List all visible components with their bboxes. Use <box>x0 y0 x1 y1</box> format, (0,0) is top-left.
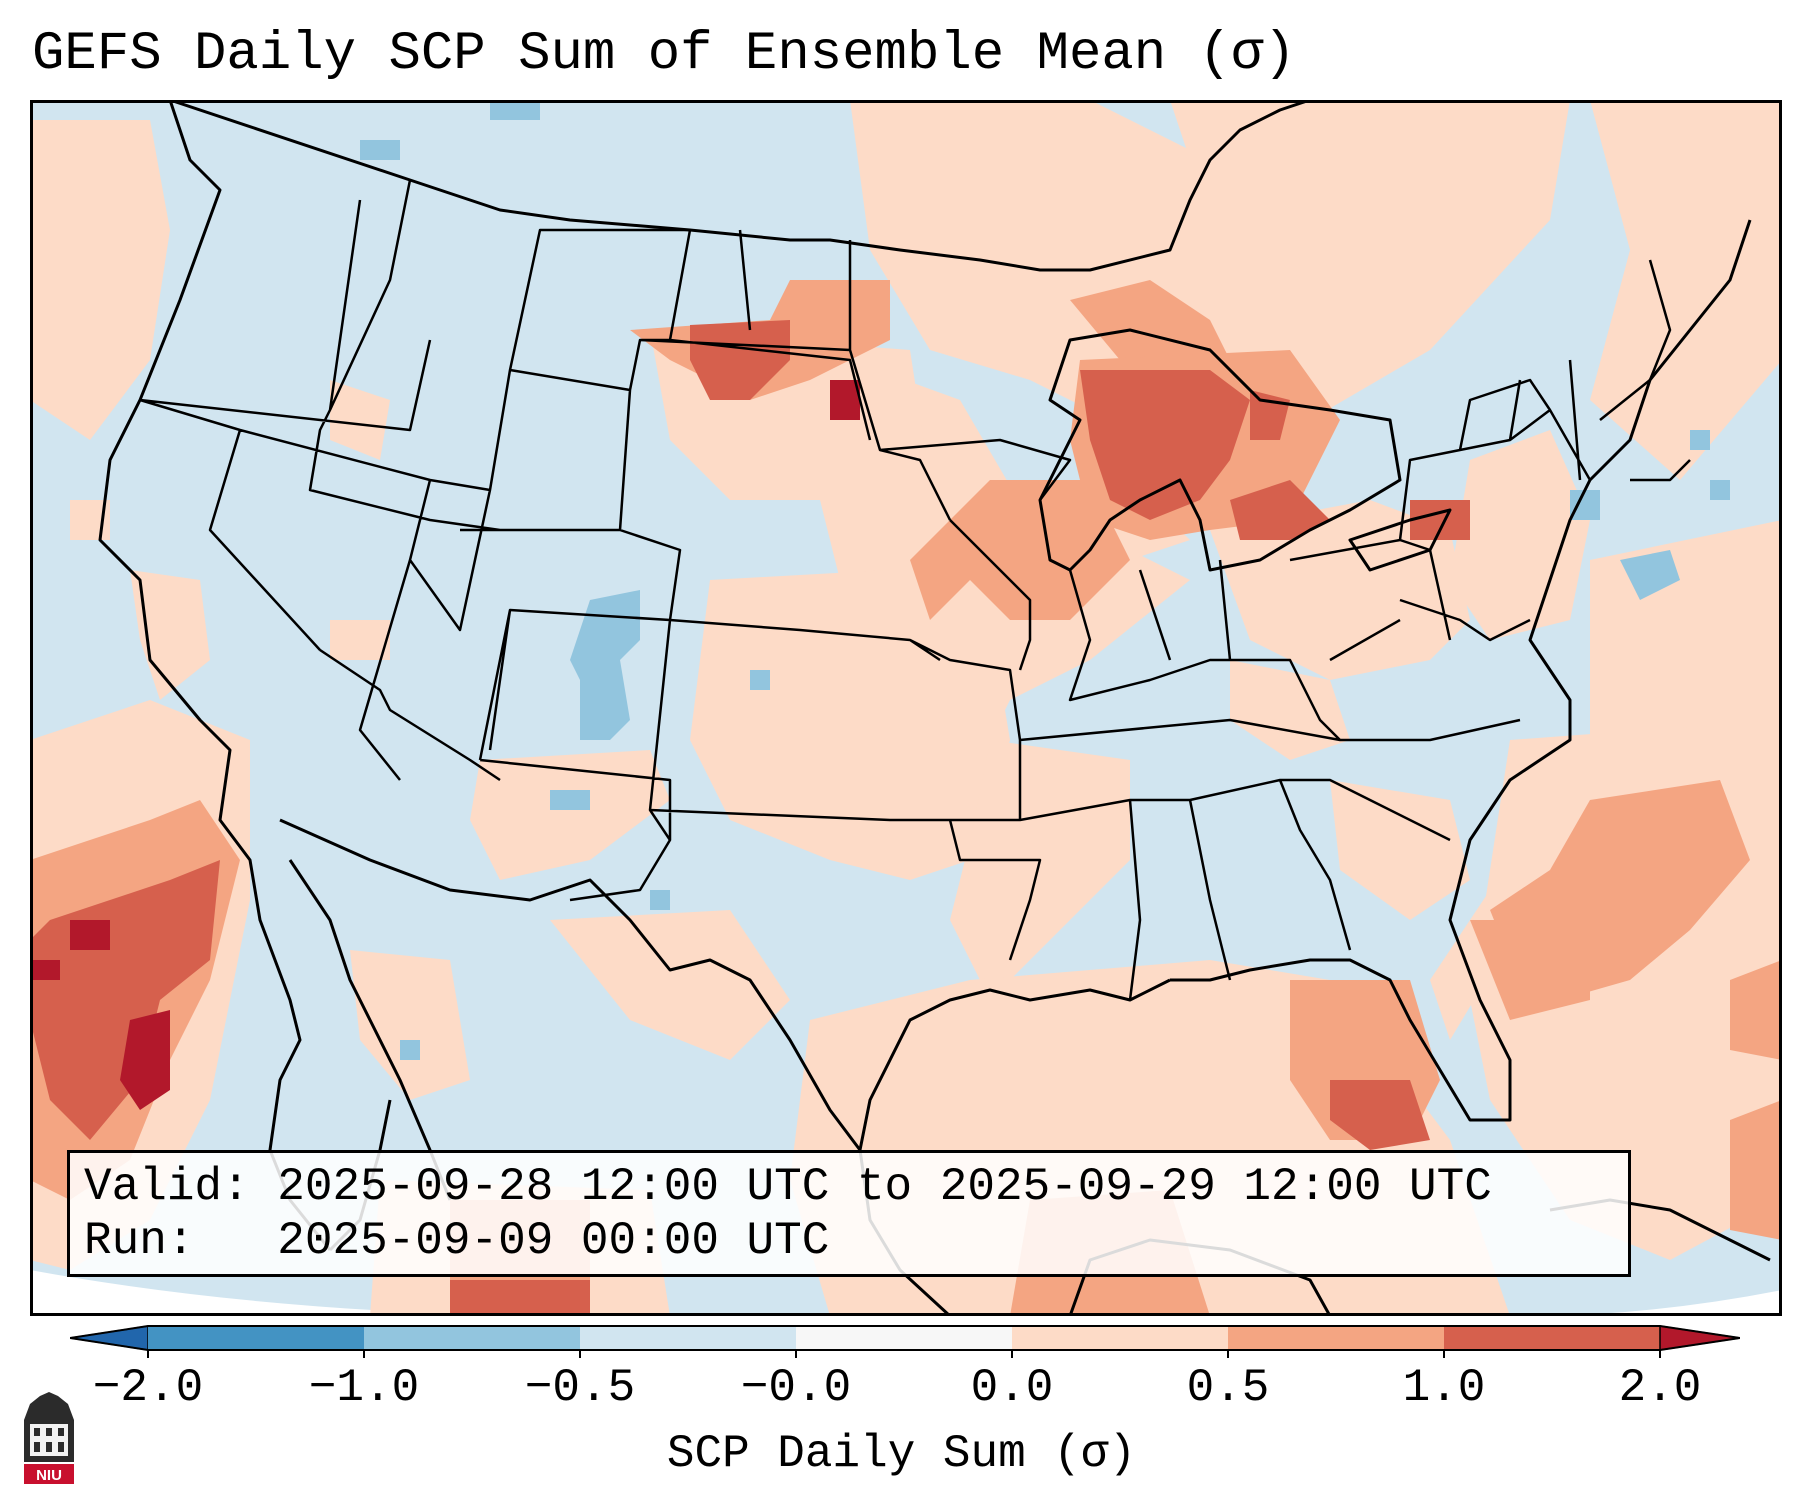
great-lakes-outline <box>1038 328 1402 572</box>
state-borders <box>139 179 1691 1001</box>
chart-title: GEFS Daily SCP Sum of Ensemble Mean (σ) <box>32 24 1296 85</box>
colorbar-bin-3 <box>580 1326 796 1350</box>
colorbar-tick-label: −0.0 <box>740 1362 852 1414</box>
colorbar-extend-low <box>70 1325 149 1351</box>
colorbar-tick-label: 2.0 <box>1618 1362 1702 1414</box>
colorbar-tick-label: 1.0 <box>1402 1362 1486 1414</box>
valid-line: Valid: 2025-09-28 12:00 UTC to 2025-09-2… <box>84 1161 1492 1213</box>
colorbar-bin-1 <box>148 1326 364 1350</box>
run-line: Run: 2025-09-09 00:00 UTC <box>84 1215 829 1267</box>
colorbar-tick-label: 0.0 <box>970 1362 1054 1414</box>
svg-text:NIU: NIU <box>36 1467 62 1484</box>
colorbar-extend-high <box>1659 1325 1740 1351</box>
colorbar-tick-label: −2.0 <box>92 1362 204 1414</box>
us-canada-border <box>169 100 1311 272</box>
colorbar-bin-2 <box>364 1326 580 1350</box>
colorbar-label: SCP Daily Sum (σ) <box>666 1428 1137 1480</box>
colorbar-tick-label: −0.5 <box>524 1362 636 1414</box>
colorbar-bin-6 <box>1228 1326 1444 1350</box>
valid-time-box: Valid: 2025-09-28 12:00 UTC to 2025-09-2… <box>67 1150 1631 1277</box>
colorbar-tick-label: −1.0 <box>308 1362 420 1414</box>
run-value: 2025-09-09 00:00 UTC <box>277 1215 830 1267</box>
valid-label: Valid: <box>84 1161 250 1213</box>
niu-logo-icon: NIU <box>24 1392 74 1484</box>
run-label: Run: <box>84 1215 195 1267</box>
scp-positive-max-regions <box>30 380 860 1110</box>
east-coast <box>1170 219 1752 1122</box>
colorbar-ticks <box>147 1350 1661 1358</box>
valid-value: 2025-09-28 12:00 UTC to 2025-09-29 12:00… <box>277 1161 1492 1213</box>
colorbar <box>70 1325 1740 1358</box>
outside-domain-bottom-left <box>30 1270 730 1316</box>
mexico-border <box>279 818 862 1151</box>
map-panel <box>30 100 1782 1316</box>
us-outline <box>98 100 332 1251</box>
colorbar-bin-4 <box>796 1326 1012 1350</box>
colorbar-bin-7 <box>1444 1326 1660 1350</box>
boundaries <box>98 100 1771 1316</box>
lake-erie <box>1348 508 1452 572</box>
scp-negative-regions <box>360 100 1730 1060</box>
colorbar-bin-5 <box>1012 1326 1228 1350</box>
colorbar-tick-label: 0.5 <box>1186 1362 1270 1414</box>
outside-domain-bottom-right <box>1480 1290 1782 1316</box>
